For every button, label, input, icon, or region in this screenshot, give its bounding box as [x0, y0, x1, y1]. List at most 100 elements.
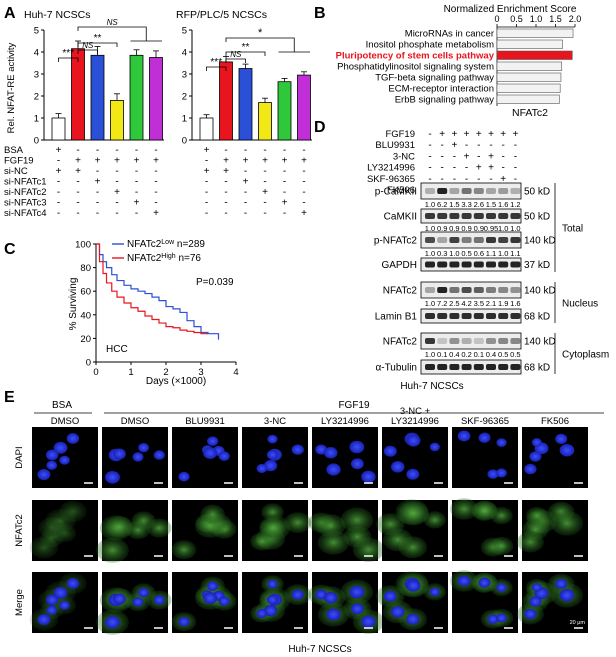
blot-quant: 0.5 — [510, 350, 520, 359]
pathway-label: TGF-beta signaling pathway — [375, 73, 494, 84]
cytoplasm-signal — [471, 500, 498, 521]
nucleus — [496, 438, 507, 447]
sign-cell: - — [514, 151, 517, 162]
blot-band — [425, 213, 435, 219]
micrograph-dapi — [382, 427, 448, 488]
panel-a-left-title: Huh-7 NCSCs — [24, 9, 91, 21]
sign-cell: - — [224, 198, 227, 209]
sign-cell: - — [477, 174, 480, 185]
blot-kd: 140 kD — [524, 286, 556, 297]
blot-band — [510, 364, 521, 370]
treatment-label: LY3214996 — [367, 163, 415, 174]
nucleus — [37, 469, 51, 481]
cytoplasm-signal — [489, 536, 514, 556]
micrograph-dapi — [32, 427, 98, 488]
panel-c-chart: 0 20 40 60 80 100 0 1 2 3 4 — [75, 240, 239, 379]
blot-band — [425, 188, 435, 194]
pathway-label: Phosphatidylinositol signaling system — [337, 62, 494, 73]
nucleus — [390, 461, 405, 473]
sign-cell: - — [96, 208, 99, 219]
panel-a-ylabel: Rel. NFAT-RE activity — [6, 42, 17, 133]
bar-3 — [90, 54, 105, 141]
y-tick-label: 1 — [182, 114, 187, 125]
blot-quant: 1.0 — [425, 249, 435, 258]
blot-band — [473, 338, 484, 344]
sign-cell: + — [488, 151, 494, 162]
panel-c-pvalue: P=0.039 — [196, 277, 234, 288]
blot-band — [437, 213, 448, 219]
blot-band — [486, 338, 496, 344]
blot-band — [461, 287, 472, 293]
x-tick-label: 2 — [163, 367, 168, 378]
micrograph-nfatc2 — [29, 500, 98, 561]
micrograph-merge — [242, 572, 312, 633]
nucleus — [153, 450, 165, 460]
blot-quant: 0.4 — [486, 350, 496, 359]
sign-cell: - — [135, 177, 138, 188]
panel-d: Huh-7 NCSCs FGF19- + + + + + + +BLU9931- - + - - - - -… — [367, 129, 609, 392]
column-label: LY3214996 — [391, 416, 439, 427]
bar-1 — [199, 117, 214, 141]
panel-letter-b: B — [314, 5, 326, 22]
micrograph-merge — [171, 572, 238, 633]
sign-cell: - — [96, 166, 99, 177]
panel-b-axis-title: Normalized Enrichment Score — [444, 4, 577, 15]
sign-cell: - — [428, 129, 431, 140]
nucleus — [46, 605, 58, 615]
panel-b-chart: 0 0.5 1.0 1.5 2.0 MicroRNAs in cancerInositol… — [336, 14, 582, 106]
nucleus — [105, 615, 120, 629]
micrograph-dapi — [522, 427, 588, 488]
nucleus — [203, 447, 218, 459]
sign-cell: - — [283, 208, 286, 219]
sign-cell: - — [135, 166, 138, 177]
sign-cell: - — [302, 166, 305, 177]
blot-quant: 1.0 — [425, 200, 435, 209]
blot-quant: 1.1 — [510, 249, 520, 258]
panel-b-footer: NFATc2 — [512, 107, 548, 119]
sign-cell: - — [244, 187, 247, 198]
nucleus — [218, 596, 230, 606]
pathway-label: Inositol phosphate metabolism — [366, 40, 494, 51]
x-tick-label: 2.0 — [569, 14, 582, 24]
sign-cell: - — [502, 151, 505, 162]
km-curve-low — [96, 243, 220, 340]
sign-cell: - — [135, 208, 138, 219]
blot-quant: 0.2 — [461, 350, 471, 359]
blot-band — [437, 188, 448, 194]
sign-cell: + — [500, 129, 506, 140]
nucleus — [361, 470, 376, 483]
blot-band — [486, 188, 496, 194]
blot-band — [473, 237, 484, 243]
nucleus — [203, 592, 218, 604]
sign-cell: - — [205, 156, 208, 167]
sign-cell: - — [57, 208, 60, 219]
row-label: Merge — [14, 589, 25, 616]
sig-label: * — [258, 27, 263, 39]
micrograph-dapi — [452, 427, 518, 488]
nucleus — [132, 597, 144, 607]
sign-cell: - — [154, 145, 157, 156]
sig-bracket-wide — [225, 37, 295, 52]
nucleus — [559, 588, 575, 602]
legend-high-prefix: NFATc2 — [127, 253, 162, 264]
blot-quant: 0.9 — [461, 224, 471, 233]
sign-cell: + — [75, 166, 81, 177]
blot-quant: 1.0 — [498, 224, 508, 233]
x-tick-label: 1.0 — [530, 14, 543, 24]
blot-band — [486, 261, 496, 268]
panel-c-ylabel: % Surviving — [68, 278, 79, 331]
nucleus — [390, 606, 405, 618]
panel-d-footer: Huh-7 NCSCs — [400, 381, 463, 392]
enrichment-bar — [496, 72, 562, 82]
nucleus — [207, 436, 219, 446]
blot-band — [486, 313, 496, 319]
blot-band — [498, 364, 509, 370]
sign-cell: + — [134, 198, 140, 209]
sign-cell: - — [244, 145, 247, 156]
treatment-label: si-NFATc1 — [4, 177, 47, 188]
nucleus — [478, 577, 491, 588]
blot-band — [449, 237, 460, 243]
sign-cell: - — [283, 187, 286, 198]
